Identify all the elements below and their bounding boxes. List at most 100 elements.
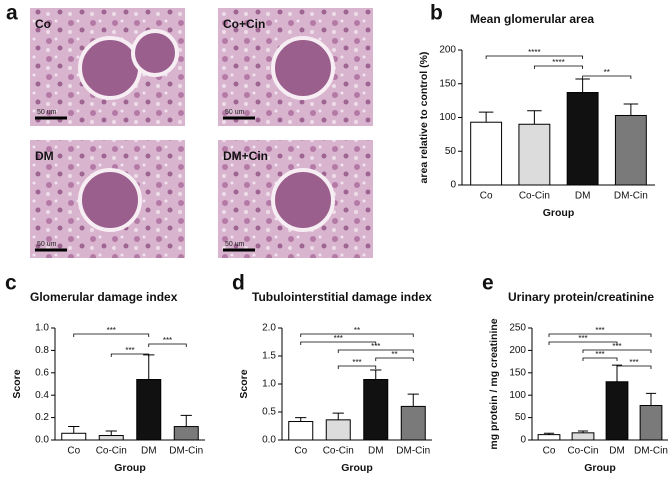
significance-bracket: [582, 75, 632, 79]
glomerulus: [78, 36, 142, 100]
image-label: DM+Cin: [223, 149, 268, 163]
bar: [605, 381, 629, 441]
bar: [639, 405, 663, 441]
bar: [537, 434, 561, 441]
y-tick-label: 0: [450, 180, 456, 191]
error-bar: [478, 111, 494, 123]
scale-label: 50 um: [37, 241, 57, 248]
error-bar: [295, 417, 307, 422]
significance-bracket: [300, 341, 377, 345]
y-axis-label: Score: [238, 369, 250, 398]
y-axis-label: mg protein / mg creatinine: [488, 318, 500, 449]
significance-bracket: [73, 333, 150, 337]
x-axis-label: Group: [114, 462, 146, 474]
panel-letter: b: [430, 2, 443, 25]
x-tick-label: Co: [294, 446, 307, 457]
y-tick-label: 250: [509, 323, 526, 334]
y-tick-label: 1.0: [262, 379, 276, 390]
y-tick-label: 50: [515, 412, 527, 423]
y-tick-label: 200: [509, 345, 526, 356]
scale-label: 50 um: [37, 109, 57, 116]
glomerulus: [78, 168, 142, 232]
panel-letter: c: [5, 272, 17, 295]
significance-label: ***: [371, 342, 380, 351]
y-tick-label: 0: [520, 435, 526, 446]
x-tick-label: Co-Cin: [323, 446, 354, 457]
significance-label: ****: [528, 48, 540, 57]
significance-bracket: [375, 357, 414, 361]
bar: [614, 114, 647, 186]
y-tick-label: 0.0: [35, 435, 49, 446]
bar: [98, 435, 124, 441]
significance-label: ***: [595, 350, 604, 359]
significance-bracket: [582, 357, 618, 361]
significance-bracket: [485, 55, 584, 59]
error-bar: [370, 369, 382, 380]
y-tick-label: 150: [509, 367, 526, 378]
x-tick-label: DM-Cin: [396, 446, 430, 457]
image-label: DM: [35, 149, 54, 163]
error-bar: [143, 354, 155, 380]
significance-bracket: [300, 333, 414, 337]
y-tick-label: 0.8: [35, 345, 49, 356]
glomerulus: [271, 36, 335, 100]
x-tick-label: DM: [368, 446, 384, 457]
error-bar: [180, 414, 192, 427]
error-bar: [105, 430, 117, 436]
significance-label: ***: [629, 358, 638, 367]
significance-label: **: [391, 350, 397, 359]
y-tick-label: 0.0: [262, 435, 276, 446]
bar: [61, 432, 87, 441]
significance-label: ***: [334, 334, 343, 343]
panel-letter: e: [482, 272, 494, 295]
significance-label: ***: [352, 358, 361, 367]
significance-bracket: [337, 349, 414, 353]
panel-letter: d: [232, 272, 245, 295]
significance-bracket: [582, 349, 652, 353]
y-tick-label: 0.5: [262, 407, 276, 418]
significance-label: ***: [578, 334, 587, 343]
x-tick-label: DM-Cin: [614, 191, 648, 202]
significance-label: ***: [107, 326, 116, 335]
chart-title: Glomerular damage index: [30, 290, 178, 304]
y-tick-label: 100: [439, 112, 456, 123]
bar: [173, 426, 199, 441]
y-tick-label: 2.0: [262, 323, 276, 334]
x-tick-label: Co: [543, 446, 556, 457]
x-axis-label: Group: [341, 462, 373, 474]
scale-label: 50 um: [225, 109, 245, 116]
error-bar: [68, 426, 80, 434]
significance-bracket: [337, 365, 377, 369]
significance-bracket: [616, 365, 652, 369]
significance-bracket: [533, 65, 584, 69]
glomerulus: [271, 168, 335, 232]
error-bar: [623, 103, 639, 116]
bar: [136, 379, 162, 441]
x-tick-label: DM-Cin: [634, 446, 668, 457]
error-bar: [575, 78, 590, 93]
y-tick-label: 0.2: [35, 412, 49, 423]
x-tick-label: DM: [575, 191, 591, 202]
chart-title: Urinary protein/creatinine: [508, 290, 654, 304]
x-axis-label: Group: [584, 462, 616, 474]
error-bar: [527, 110, 542, 125]
bar: [325, 419, 351, 441]
bar: [363, 379, 389, 441]
bar: [400, 405, 426, 441]
y-tick-label: 50: [445, 146, 457, 157]
x-tick-label: Co: [480, 191, 493, 202]
y-tick-label: 200: [439, 45, 456, 56]
y-tick-label: 100: [509, 390, 526, 401]
significance-label: **: [604, 68, 610, 77]
y-tick-label: 1.0: [35, 323, 49, 334]
significance-bracket: [548, 341, 618, 345]
error-bar: [407, 393, 419, 407]
significance-label: ***: [595, 326, 604, 335]
significance-label: ****: [552, 58, 564, 67]
x-tick-label: DM-Cin: [169, 446, 203, 457]
x-tick-label: Co-Cin: [96, 446, 127, 457]
significance-bracket: [110, 353, 150, 357]
x-tick-label: Co: [67, 446, 80, 457]
bar: [470, 121, 503, 186]
y-tick-label: 150: [439, 78, 456, 89]
